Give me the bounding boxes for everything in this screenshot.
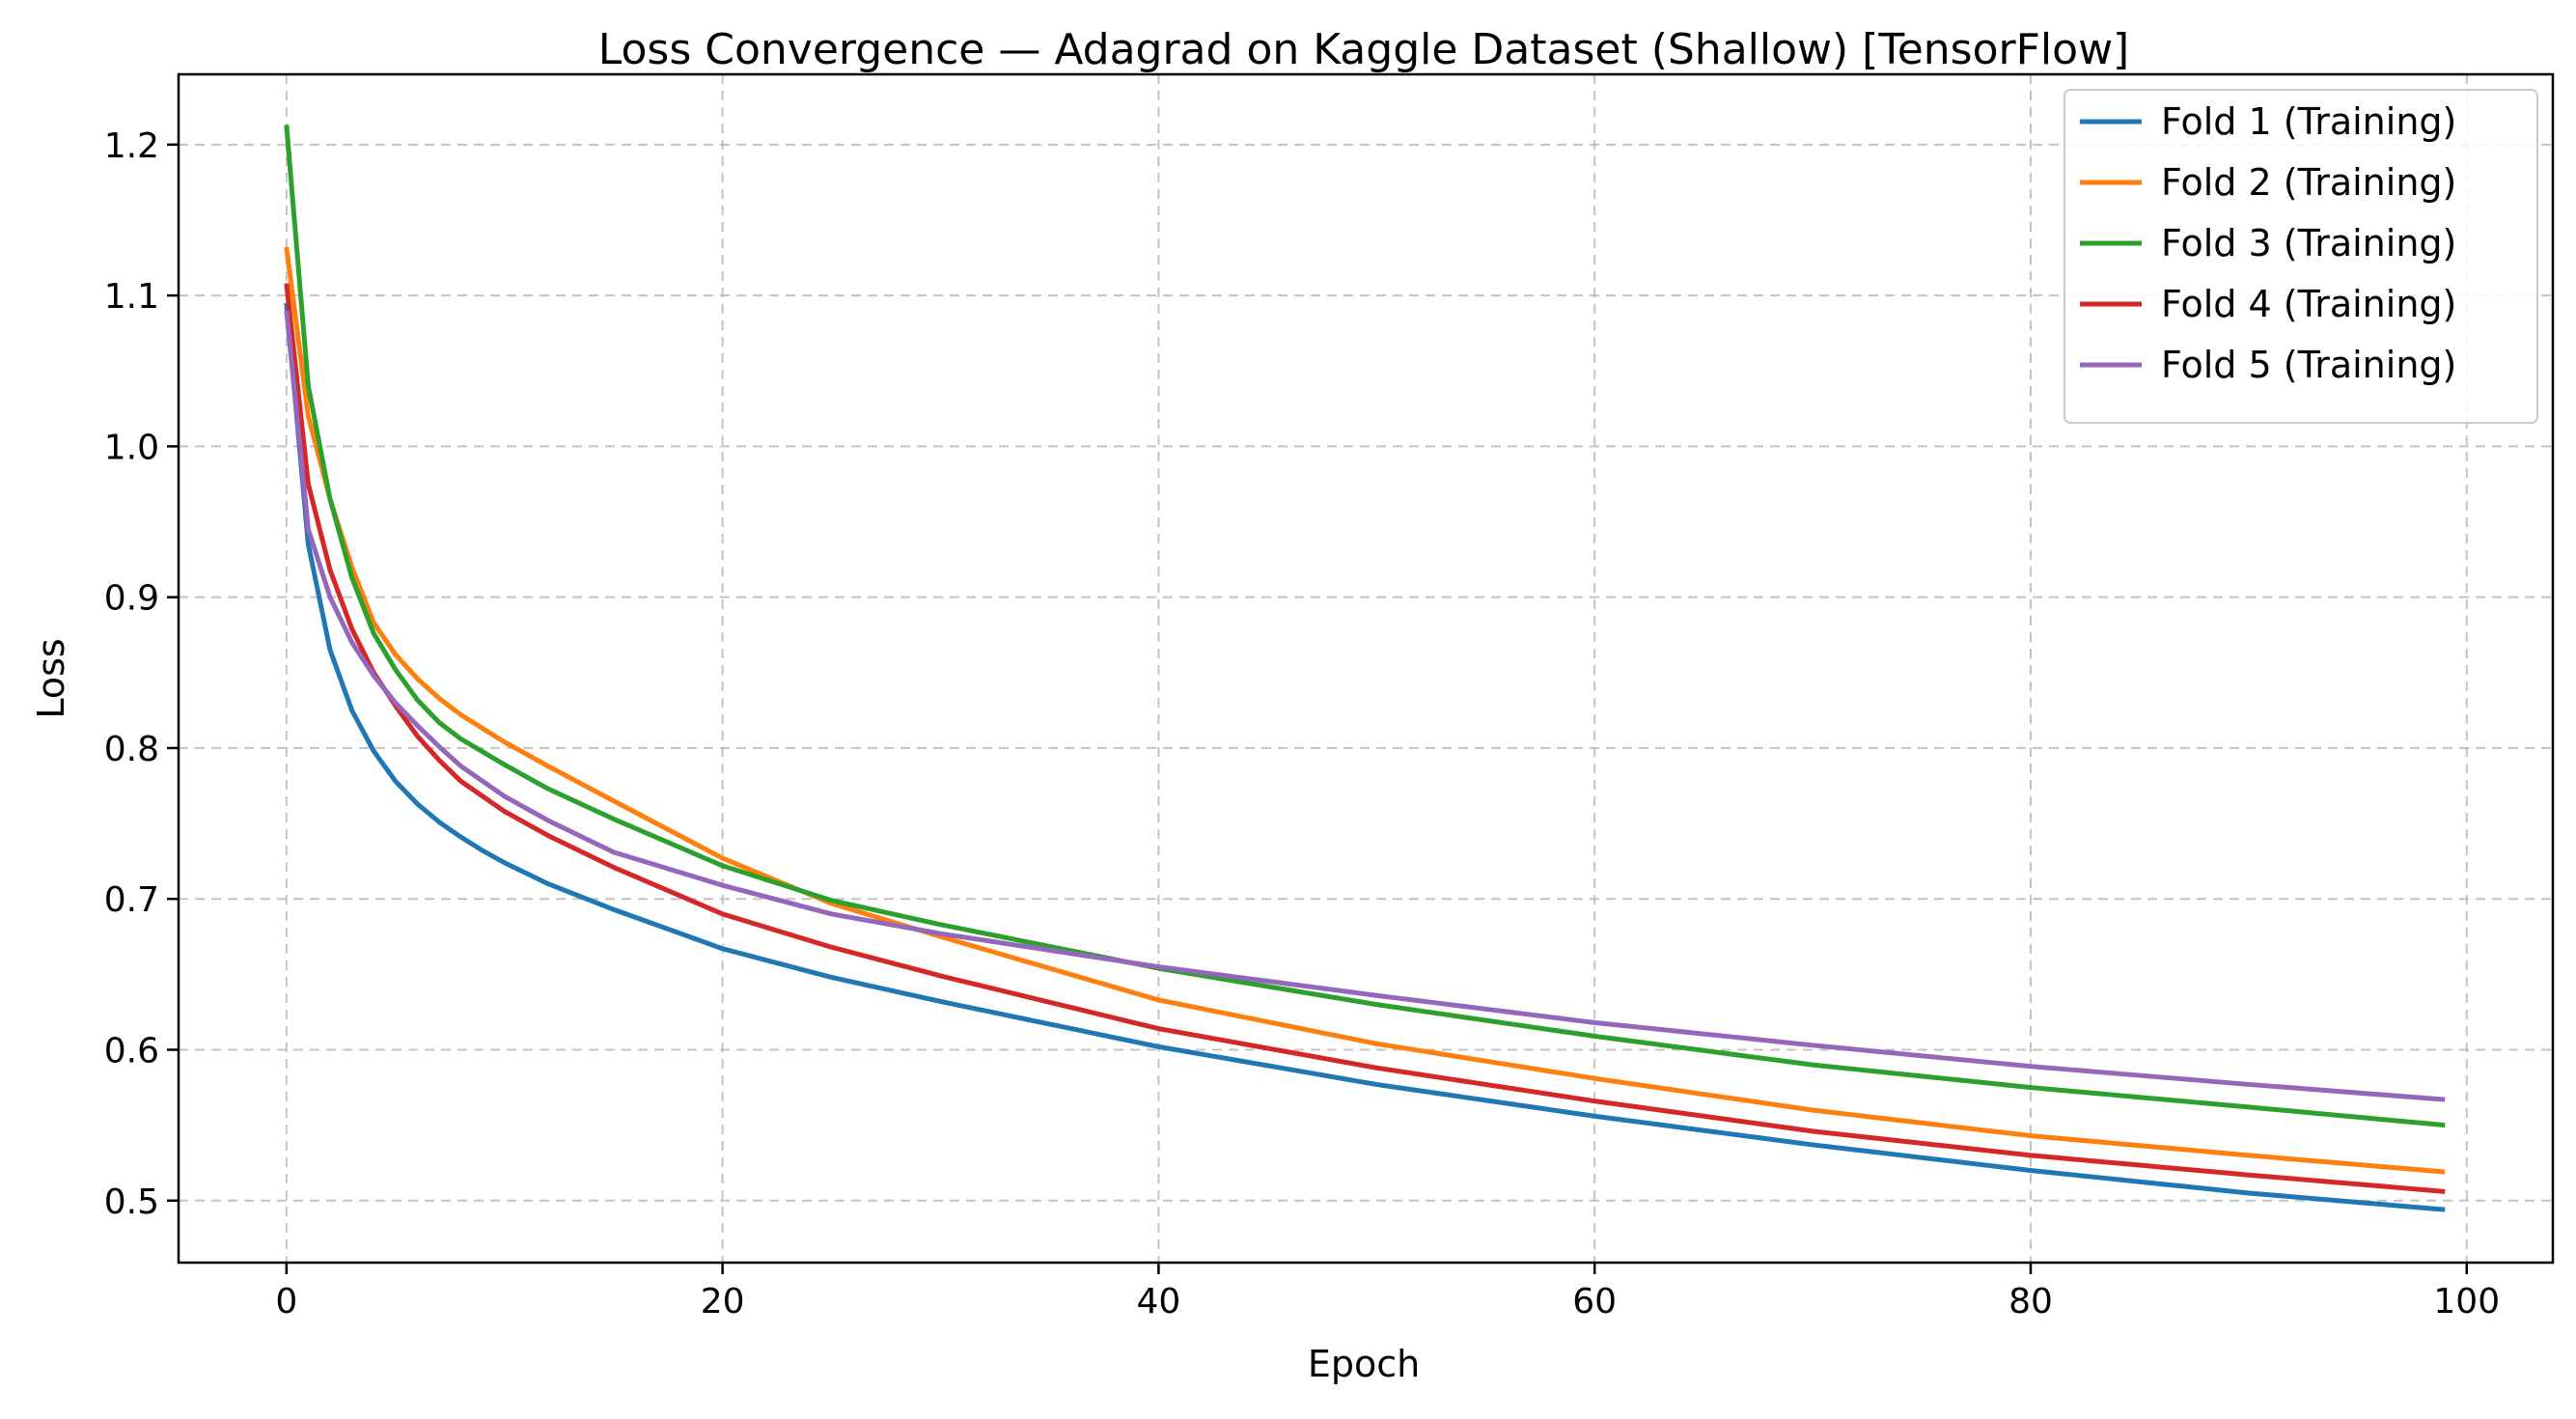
legend: Fold 1 (Training) Fold 2 (Training) Fold 3… — [2064, 89, 2538, 424]
legend-entry-label: Fold 1 (Training) — [2161, 100, 2456, 143]
y-tick-label: 1.2 — [104, 126, 159, 166]
legend-entry-label: Fold 2 (Training) — [2161, 161, 2456, 204]
x-tick-label: 80 — [2008, 1282, 2053, 1322]
series-line-fold-1 — [284, 302, 2446, 1212]
x-tick-label: 60 — [1572, 1282, 1617, 1322]
axis-ticks: 0 20 40 60 80 100 0.5 0.6 0.7 0.8 0.9 1.0 1.1 1.2 — [104, 126, 2500, 1322]
x-axis-label: Epoch — [1308, 1343, 1420, 1385]
y-axis-label: Loss — [30, 638, 72, 718]
legend-box — [2064, 89, 2538, 424]
grid — [179, 74, 2553, 1263]
legend-entry-label: Fold 5 (Training) — [2161, 344, 2456, 386]
y-tick-label: 0.7 — [104, 880, 159, 920]
chart-title: Loss Convergence — Adagrad on Kaggle Dat… — [598, 25, 2129, 74]
x-tick-label: 0 — [275, 1282, 297, 1322]
y-tick-label: 1.0 — [104, 428, 159, 467]
y-tick-label: 1.1 — [104, 277, 159, 317]
x-tick-label: 40 — [1136, 1282, 1180, 1322]
legend-entry-label: Fold 3 (Training) — [2161, 222, 2456, 264]
series-line-fold-4 — [284, 283, 2446, 1194]
y-tick-label: 0.6 — [104, 1031, 159, 1071]
x-tick-label: 20 — [701, 1282, 745, 1322]
y-tick-label: 0.9 — [104, 579, 159, 619]
plot-area-frame — [177, 72, 2555, 1265]
x-tick-label: 100 — [2433, 1282, 2500, 1322]
series-line-fold-2 — [284, 246, 2446, 1175]
y-tick-label: 0.5 — [104, 1182, 159, 1222]
series-line-fold-5 — [284, 310, 2446, 1102]
series-layer — [284, 125, 2446, 1212]
legend-entry-label: Fold 4 (Training) — [2161, 283, 2456, 325]
y-tick-label: 0.8 — [104, 730, 159, 769]
series-line-fold-3 — [284, 125, 2446, 1128]
